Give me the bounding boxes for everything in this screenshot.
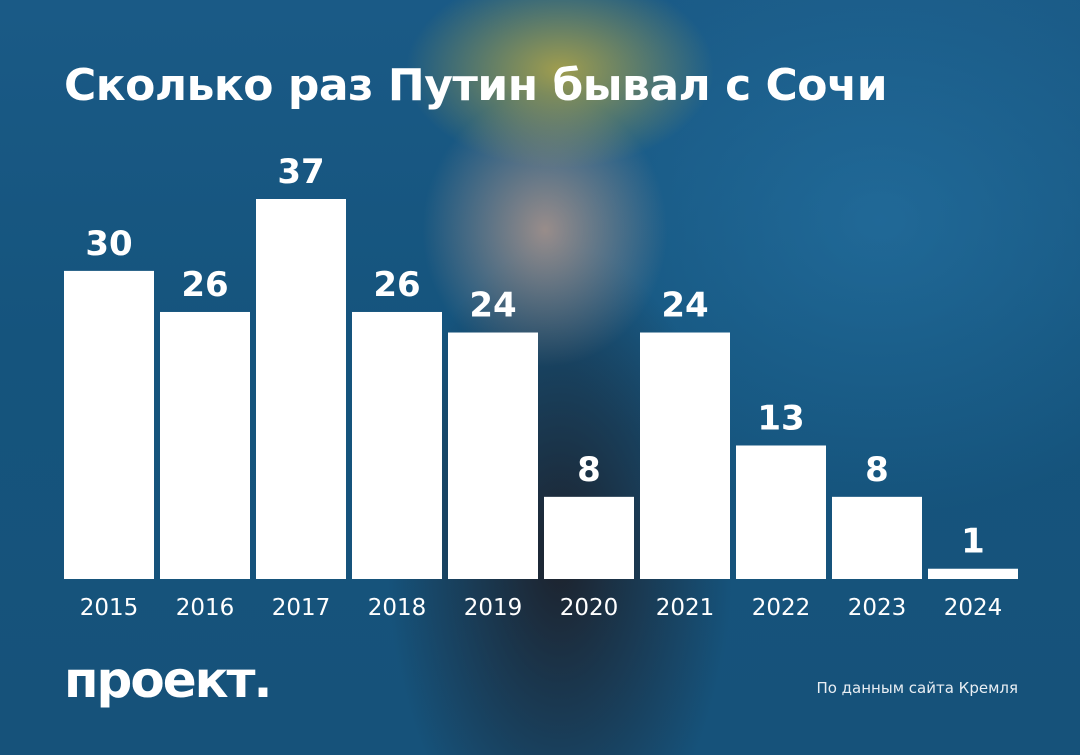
bar-2017 [256,199,346,579]
chart-title: Сколько раз Путин бывал с Сочи [64,60,888,111]
bar-2015 [64,270,154,579]
bar-value-label-2023: 8 [865,450,889,490]
x-tick-label-2019: 2019 [464,595,523,621]
bar-value-label-2019: 24 [469,286,516,326]
x-tick-label-2015: 2015 [80,595,139,621]
x-tick-label-2018: 2018 [368,595,427,621]
bar-2020 [544,496,634,579]
x-tick-label-2021: 2021 [656,595,715,621]
x-tick-label-2024: 2024 [944,595,1003,621]
bar-value-label-2015: 30 [85,224,132,264]
x-tick-label-2020: 2020 [560,595,619,621]
bar-2018 [352,311,442,579]
bar-2021 [640,332,730,579]
bar-2022 [736,445,826,579]
source-note: По данным сайта Кремля [816,679,1018,697]
bar-value-label-2020: 8 [577,450,601,490]
x-tick-label-2022: 2022 [752,595,811,621]
x-tick-label-2023: 2023 [848,595,907,621]
x-tick-label-2017: 2017 [272,595,331,621]
proekt-logo: проект. [64,651,273,709]
bar-value-label-2018: 26 [373,265,420,305]
x-tick-label-2016: 2016 [176,595,235,621]
bar-value-label-2024: 1 [961,522,985,562]
bar-2024 [928,568,1018,579]
bar-2016 [160,311,250,579]
bar-value-label-2016: 26 [181,265,228,305]
bar-value-label-2017: 37 [277,152,324,192]
bar-value-label-2022: 13 [757,398,804,438]
bar-value-label-2021: 24 [661,286,708,326]
bar-2023 [832,496,922,579]
bar-2019 [448,332,538,579]
